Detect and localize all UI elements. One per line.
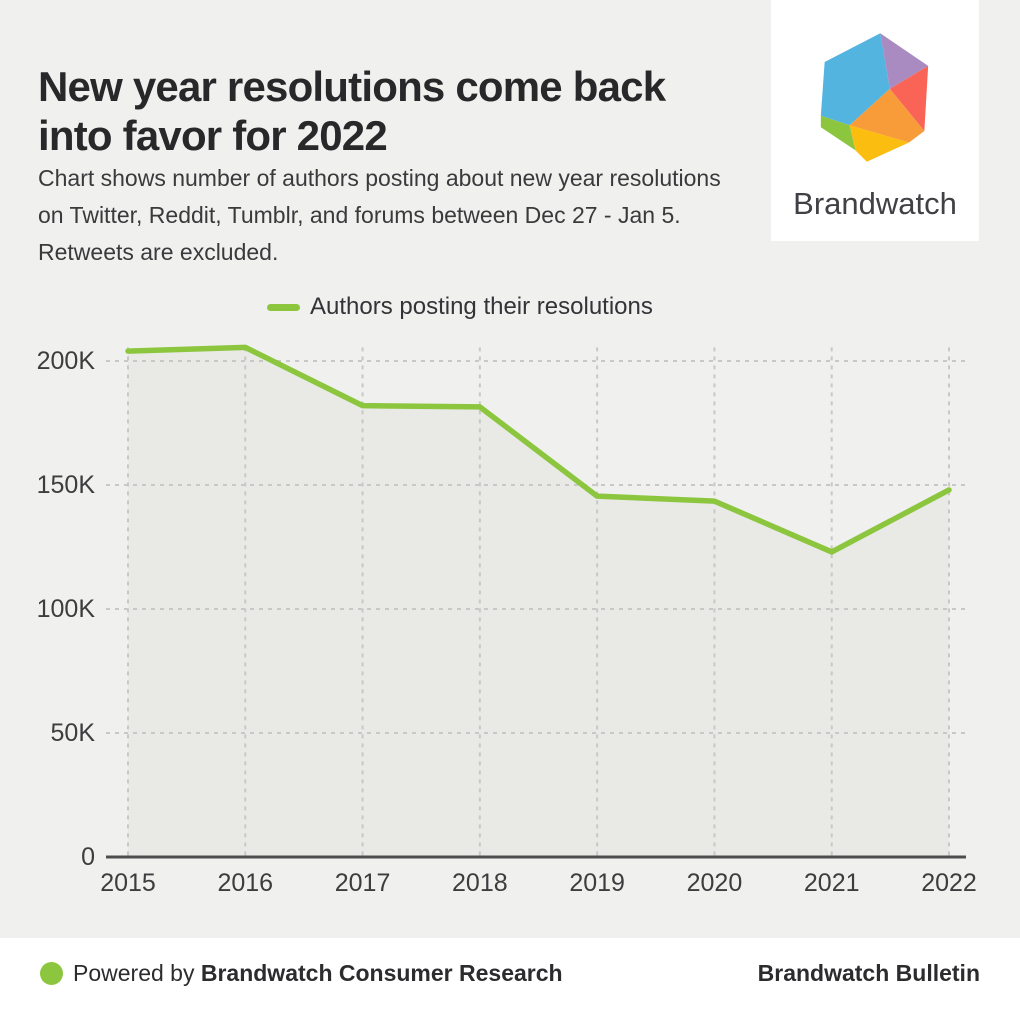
x-axis-tick-label: 2020 [686,869,743,897]
page-title-line-1: New year resolutions come back [38,63,666,111]
x-axis-tick-label: 2018 [452,869,508,897]
y-axis-tick-label: 200K [36,347,95,375]
y-axis-tick-label: 50K [50,719,95,747]
brandwatch-hexagon-icon [820,33,929,162]
y-axis-tick-label: 0 [81,843,95,871]
powered-by-prefix: Powered by [73,959,195,986]
x-axis-tick-label: 2019 [569,869,625,897]
page-title: New year resolutions come back into favo… [38,62,666,160]
powered-by-brand: Brandwatch Consumer Research [200,959,563,986]
chart-description-line-1: Chart shows number of authors posting ab… [38,165,721,191]
logo-facet-coral [889,65,929,132]
y-axis-tick-label: 100K [36,595,95,623]
x-axis-tick-label: 2016 [217,869,274,897]
logo-facet-green [820,115,856,151]
page-title-line-2: into favor for 2022 [38,112,388,160]
chart-description-line-2: on Twitter, Reddit, Tumblr, and forums b… [38,202,681,228]
brand-dot-icon [40,961,63,985]
x-axis-tick-label: 2015 [100,869,156,897]
footer: Powered by Brandwatch Consumer Research … [0,938,1020,1020]
brandwatch-wordmark: Brandwatch [793,186,957,221]
legend-line-swatch [267,304,300,311]
legend-label: Authors posting their resolutions [310,293,653,320]
x-axis-tick-label: 2022 [921,869,977,897]
x-axis-tick-label: 2021 [803,869,860,897]
y-axis-tick-label: 150K [36,471,95,499]
bulletin-label: Brandwatch Bulletin [757,959,980,986]
logo-facet-purple [880,33,929,89]
chart-description-line-3: Retweets are excluded. [38,239,279,265]
brandwatch-logo-card: Brandwatch [771,0,979,241]
chart-description: Chart shows number of authors posting ab… [38,160,721,271]
chart-canvas: New year resolutions come back into favo… [0,0,1020,938]
powered-by-text: Powered by Brandwatch Consumer Research [73,960,563,987]
logo-facet-yellow [849,125,909,162]
logo-facet-orange [849,88,925,143]
footer-row: Powered by Brandwatch Consumer Research … [40,938,980,1008]
x-axis-tick-label: 2017 [334,869,391,897]
powered-by: Powered by Brandwatch Consumer Research [40,960,563,987]
logo-facet-blue [820,33,890,126]
